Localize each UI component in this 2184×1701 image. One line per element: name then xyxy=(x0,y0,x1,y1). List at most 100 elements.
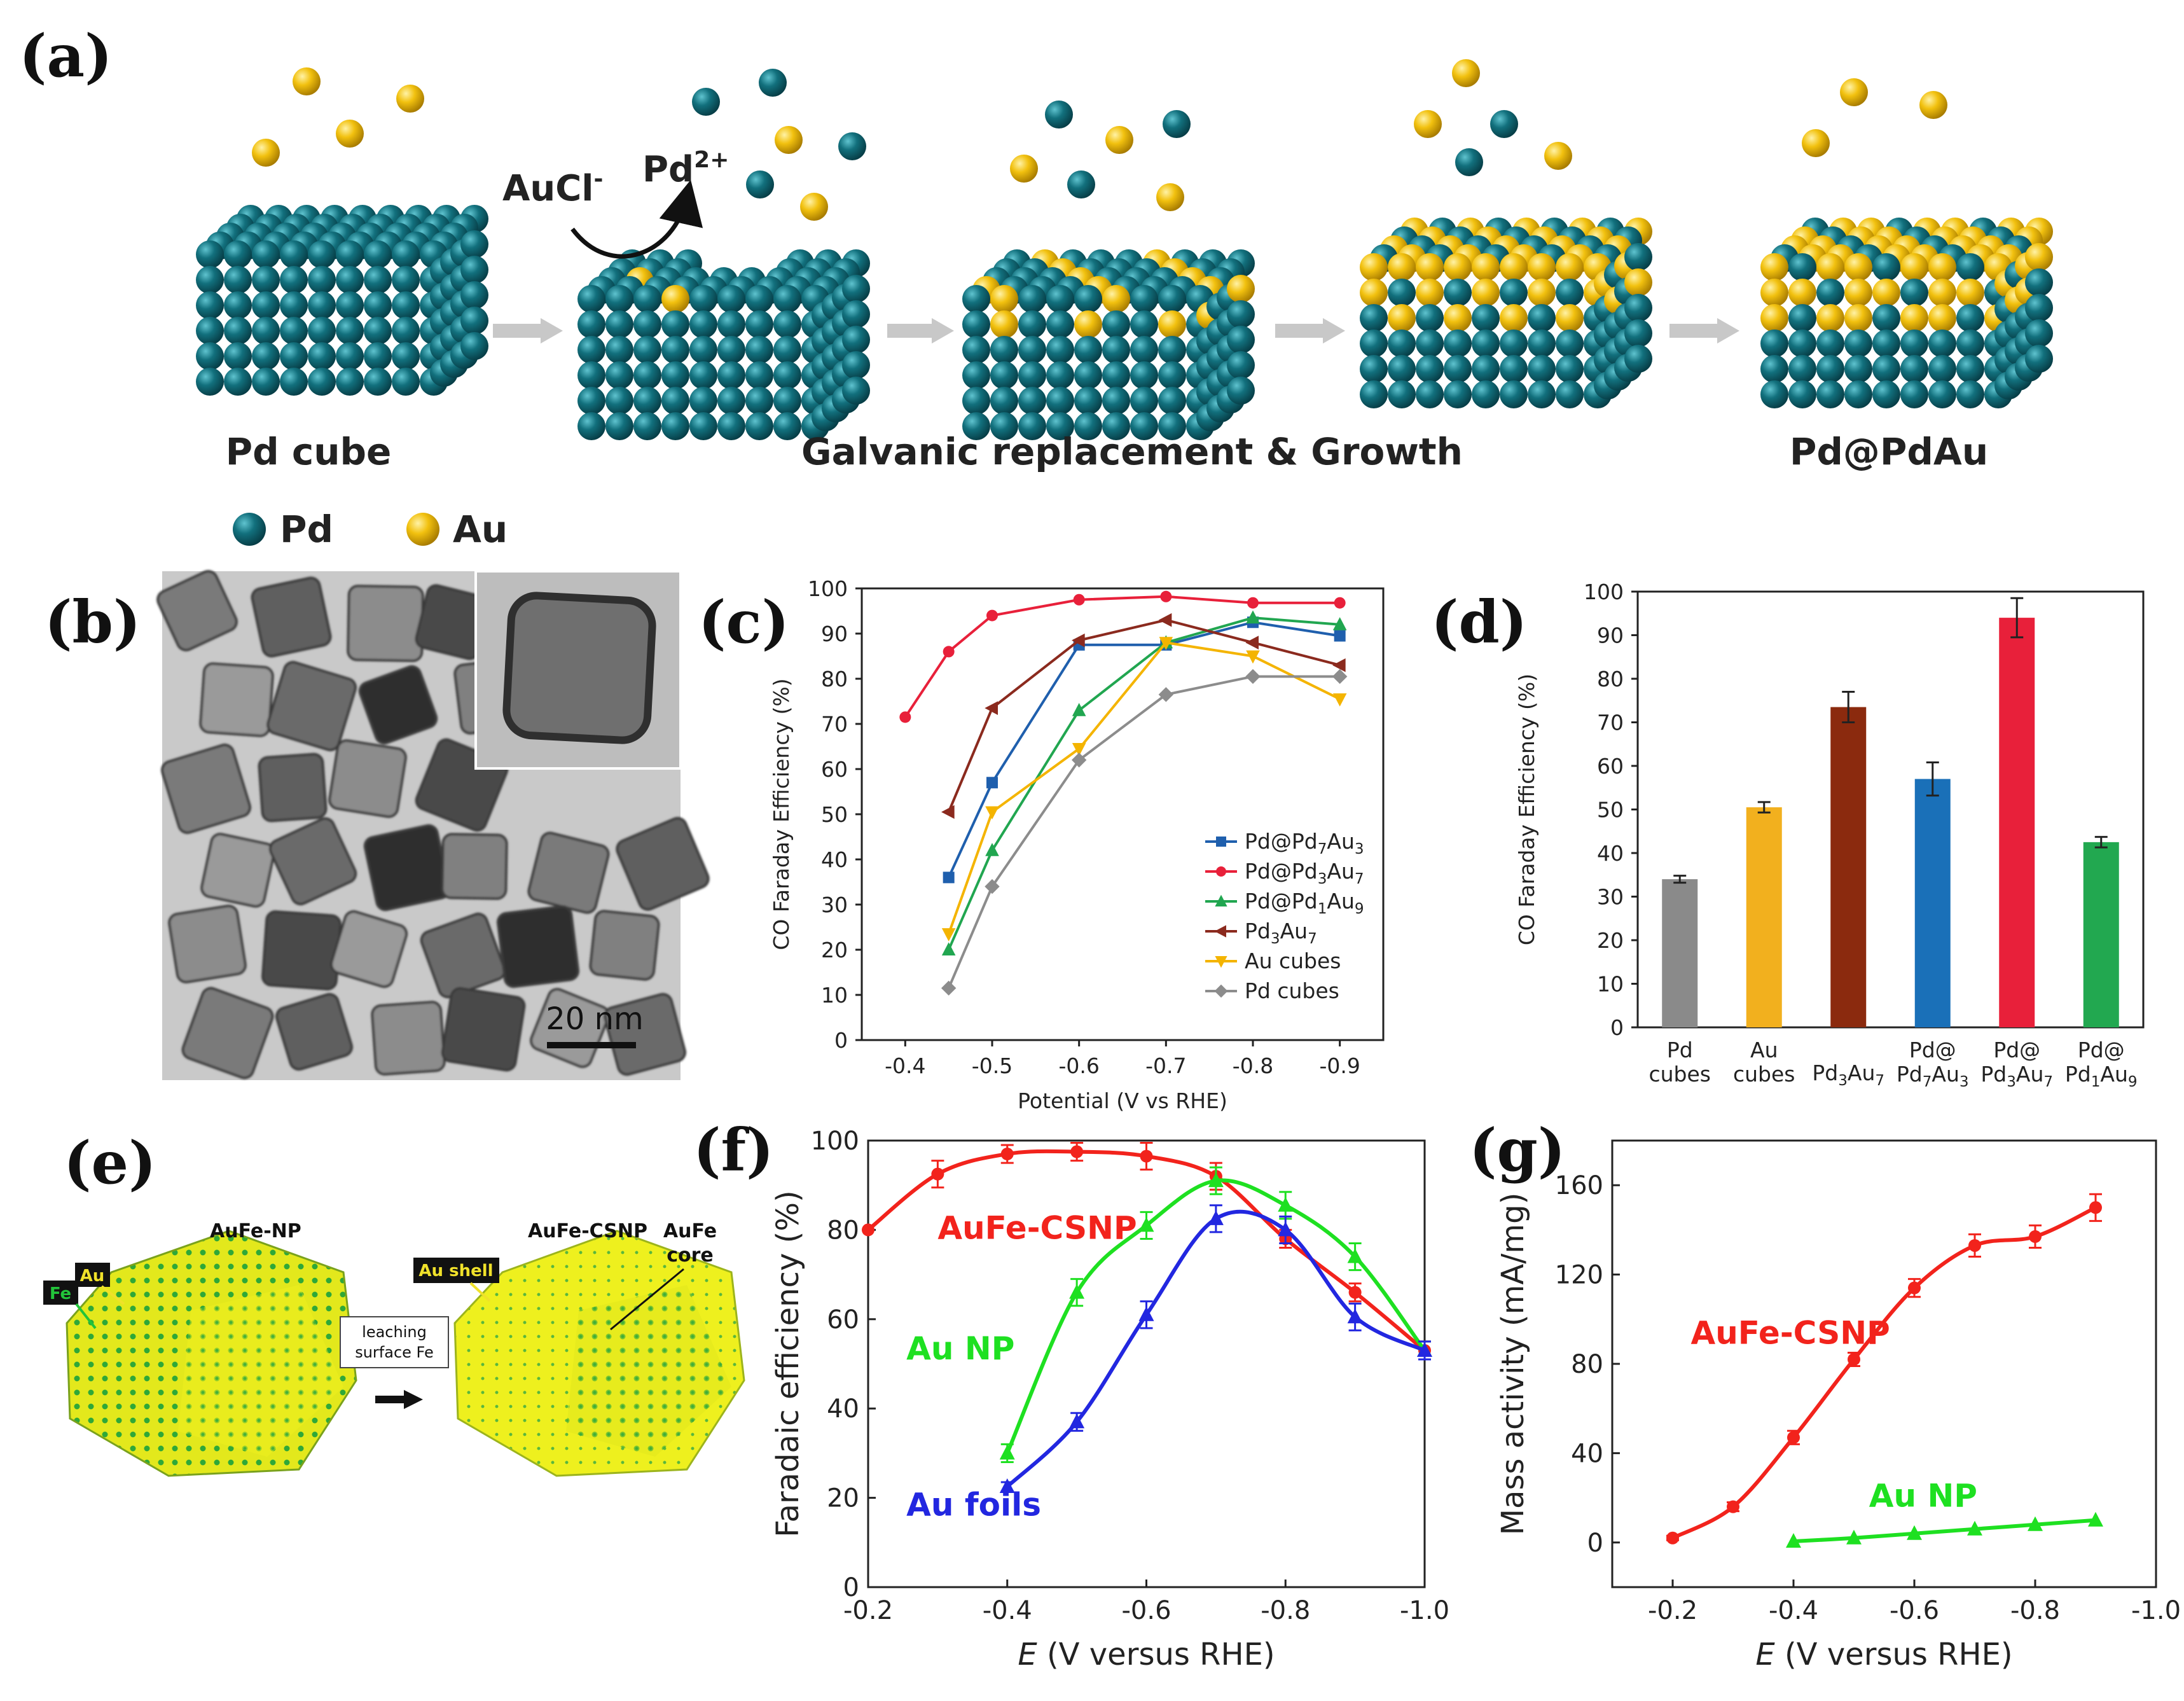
atom xyxy=(1500,304,1528,332)
atom xyxy=(661,361,689,389)
atom xyxy=(1444,380,1472,408)
atom xyxy=(1816,279,1844,307)
y-tick-label: 120 xyxy=(1555,1261,1603,1290)
atom xyxy=(392,342,420,370)
atom xyxy=(280,342,308,370)
atom xyxy=(1472,380,1500,408)
pd-atom xyxy=(1163,110,1191,138)
subscript: 3 xyxy=(1838,1073,1848,1089)
data-point xyxy=(941,942,956,955)
text-part: Au xyxy=(2100,1062,2128,1087)
panel-label-f: (f) xyxy=(693,1116,774,1184)
atom xyxy=(1928,355,1956,383)
atom xyxy=(605,285,633,313)
data-point xyxy=(1332,617,1347,630)
subscript: 7 xyxy=(1875,1073,1884,1089)
data-point xyxy=(943,646,955,658)
atom xyxy=(1500,253,1528,281)
atom xyxy=(605,336,633,364)
atom xyxy=(1844,304,1872,332)
series-line xyxy=(1671,1205,2097,1540)
series-label: Au NP xyxy=(1869,1478,1977,1515)
atom xyxy=(1018,336,1046,364)
data-point xyxy=(1347,1309,1363,1324)
atom xyxy=(1956,279,1984,307)
atom xyxy=(1416,253,1444,281)
atom xyxy=(1360,279,1388,307)
atom xyxy=(689,387,717,415)
au-atom xyxy=(1452,59,1480,87)
bar xyxy=(1999,618,2035,1027)
text-part: cubes xyxy=(1648,1062,1711,1087)
atom xyxy=(224,317,252,345)
y-tick-label: 10 xyxy=(1597,972,1624,997)
series-label: Au NP xyxy=(906,1330,1014,1367)
atom xyxy=(1872,304,1900,332)
atom xyxy=(1788,355,1816,383)
nanocube xyxy=(589,910,660,981)
legend-label: Pd@Pd7Au3 xyxy=(1245,829,1364,857)
data-point xyxy=(986,609,998,621)
atom xyxy=(1624,294,1652,322)
atom xyxy=(336,317,364,345)
atom xyxy=(1444,355,1472,383)
x-tick-label: -0.6 xyxy=(1890,1596,1939,1625)
atom xyxy=(1760,304,1788,332)
category-label: Pd@ xyxy=(1909,1038,1956,1062)
atom xyxy=(962,387,990,415)
nanocube xyxy=(261,910,342,990)
label-pd-cube: Pd cube xyxy=(226,430,392,473)
scalebar xyxy=(547,1042,636,1048)
atom xyxy=(224,291,252,319)
atom xyxy=(1900,253,1928,281)
atom xyxy=(661,285,689,313)
x-tick-label: -0.4 xyxy=(1769,1596,1818,1625)
data-point xyxy=(1245,635,1259,649)
atom xyxy=(1416,304,1444,332)
core-label-1: AuFe xyxy=(663,1220,717,1242)
label-aufe-csnp: AuFe-CSNP xyxy=(528,1220,647,1242)
data-point xyxy=(1208,1172,1224,1188)
au-atom xyxy=(1840,78,1868,106)
category-label: Pd@ xyxy=(2078,1038,2125,1062)
x-tick-label: -0.8 xyxy=(2010,1596,2060,1625)
x-tick-label: -0.4 xyxy=(983,1596,1032,1625)
atom xyxy=(1074,387,1102,415)
atom xyxy=(2025,268,2053,296)
atom xyxy=(224,368,252,396)
atom xyxy=(1844,279,1872,307)
data-point xyxy=(1347,1248,1363,1263)
atom xyxy=(1102,285,1130,313)
text-part: Au xyxy=(2016,1062,2044,1087)
nanocube xyxy=(371,1001,446,1076)
atom xyxy=(308,291,336,319)
data-point xyxy=(1000,1148,1014,1161)
atom xyxy=(1158,387,1186,415)
data-point xyxy=(2028,1516,2043,1531)
atom xyxy=(364,342,392,370)
atom xyxy=(196,368,224,396)
category-label: Pd xyxy=(1667,1038,1693,1062)
atom xyxy=(1816,380,1844,408)
schematic-a xyxy=(196,59,2053,440)
y-tick-label: 50 xyxy=(1597,798,1624,823)
data-point xyxy=(1332,669,1348,684)
nanocube xyxy=(616,817,710,911)
atom xyxy=(1046,412,1074,440)
series-line xyxy=(947,621,1340,878)
atom xyxy=(1788,279,1816,307)
au-atom xyxy=(1010,155,1038,183)
legend-pd-label: Pd xyxy=(280,508,333,551)
atom xyxy=(633,361,661,389)
y-tick-label: 160 xyxy=(1555,1171,1603,1200)
category-label: Pd1Au9 xyxy=(2065,1062,2138,1090)
data-point xyxy=(1071,753,1087,768)
atom xyxy=(745,361,773,389)
y-axis-label: Faradaic efficiency (%) xyxy=(770,1190,806,1537)
data-point xyxy=(1907,1525,1922,1540)
x-axis-label-rest: (V versus RHE) xyxy=(1775,1637,2013,1672)
data-point xyxy=(1967,1520,1982,1536)
process-arrows xyxy=(493,318,1739,344)
data-point xyxy=(1787,1431,1800,1444)
atom xyxy=(605,412,633,440)
